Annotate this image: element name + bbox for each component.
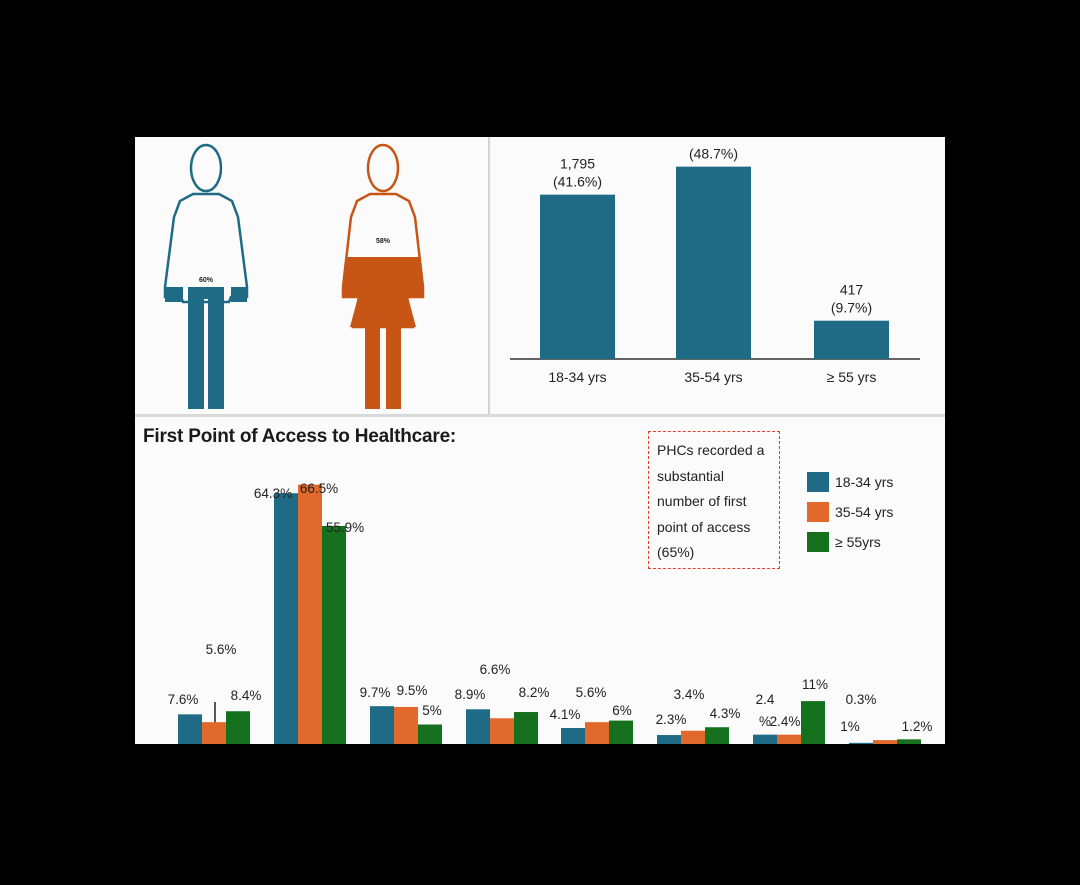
legend-label: 35-54 yrs: [835, 504, 894, 520]
annotation-line: (65%): [657, 544, 695, 560]
bar-≥ 55yrs-group-2: [322, 525, 346, 744]
bar-35-54 yrs: [676, 166, 751, 359]
bar-35-54 yrs-group-1: [202, 722, 226, 744]
data-label: 4.1%: [550, 707, 581, 722]
infographic-frame: 60% 58% 1,795 (41.6%) 18-34 yrs (48.7%) 35-5…: [135, 137, 945, 744]
legend-item-35-54: 35-54 yrs: [807, 497, 893, 527]
data-label: 3.4%: [674, 687, 705, 702]
x-tick-label: 18-34 yrs: [548, 369, 606, 385]
bar-≥ 55yrs-group-4: [514, 712, 538, 744]
bar-data-label: 1,795: [560, 156, 595, 172]
gender-figures-panel: 60% 58%: [135, 137, 490, 414]
data-label: 2.3%: [656, 712, 687, 727]
legend-swatch: [807, 472, 829, 492]
annotation-line: point of access: [657, 518, 751, 535]
data-label: 2.4: [756, 692, 775, 707]
bar-18-34 yrs-group-4: [466, 709, 490, 744]
female-figure-icon: 58%: [341, 143, 425, 409]
data-label: 1%: [840, 719, 860, 734]
female-percent-label: 58%: [376, 238, 391, 245]
panel-divider: [135, 414, 945, 417]
age-distribution-panel: 1,795 (41.6%) 18-34 yrs (48.7%) 35-54 yrs 417…: [491, 137, 945, 414]
data-label: 0.3%: [846, 692, 877, 707]
data-label: 5%: [422, 703, 442, 718]
chart-legend: 18-34 yrs 35-54 yrs ≥ 55yrs: [807, 467, 893, 557]
data-label: 11%: [802, 677, 828, 692]
data-label: 4.3%: [710, 706, 741, 721]
bar-18-34 yrs-group-2: [274, 493, 298, 744]
legend-swatch: [807, 502, 829, 522]
legend-swatch: [807, 532, 829, 552]
x-tick-label: 35-54 yrs: [684, 369, 742, 385]
legend-label: 18-34 yrs: [835, 474, 894, 490]
phc-annotation-box: PHCs recorded a substantial number of fi…: [648, 431, 780, 569]
data-label: 5.6%: [576, 685, 607, 700]
data-label: 6.6%: [480, 662, 511, 677]
annotation-line: substantial: [657, 467, 724, 484]
bar-data-label: (48.7%): [689, 146, 738, 162]
age-distribution-chart: 1,795 (41.6%) 18-34 yrs (48.7%) 35-54 yrs 417…: [510, 146, 920, 385]
gender-figures: 60% 58%: [163, 143, 425, 409]
bar-35-54 yrs-group-6: [681, 730, 705, 744]
bar-≥ 55yrs-group-8: [897, 739, 921, 744]
bar-≥ 55yrs-group-3: [418, 724, 442, 744]
data-label: 9.5%: [397, 683, 428, 698]
data-label: 55.9%: [326, 520, 364, 535]
data-label: 7.6%: [168, 692, 199, 707]
data-label: 8.2%: [519, 685, 550, 700]
bar-≥ 55yrs-group-1: [226, 711, 250, 744]
legend-label: ≥ 55yrs: [835, 534, 881, 550]
chart-title: First Point of Access to Healthcare:: [143, 426, 457, 447]
bar-≥ 55yrs-group-6: [705, 727, 729, 744]
annotation-line: PHCs recorded a: [657, 442, 765, 458]
data-label: 9.7%: [360, 685, 391, 700]
legend-item-18-34: 18-34 yrs: [807, 467, 893, 497]
data-label: 5.6%: [206, 642, 237, 657]
bar-35-54 yrs-group-3: [394, 706, 418, 744]
bar-≥ 55yrs-group-7: [801, 701, 825, 744]
bar-18-34 yrs-group-1: [178, 714, 202, 744]
first-access-panel: First Point of Access to Healthcare: 7.6…: [135, 417, 945, 744]
male-percent-label: 60%: [199, 277, 214, 284]
data-label: 6%: [612, 703, 632, 718]
bar-35-54 yrs-group-4: [490, 718, 514, 744]
bar-data-label: (41.6%): [553, 174, 602, 190]
x-tick-label: ≥ 55 yrs: [827, 369, 877, 385]
bar-18-34 yrs-group-8: [849, 742, 873, 744]
data-label: 8.9%: [455, 687, 486, 702]
bar-35-54 yrs-group-2: [298, 484, 322, 744]
bar-data-label: (9.7%): [831, 300, 872, 316]
bar-35-54 yrs-group-7: [777, 734, 801, 744]
data-label: 64.3%: [254, 486, 292, 501]
bar-18-34 yrs-group-5: [561, 728, 585, 744]
bar-≥ 55yrs-group-5: [609, 720, 633, 744]
male-figure-icon: 60%: [163, 143, 249, 409]
bar-35-54 yrs-group-8: [873, 740, 897, 744]
bar-18-34 yrs-group-6: [657, 735, 681, 744]
legend-item-55-plus: ≥ 55yrs: [807, 527, 893, 557]
annotation-line: number of first: [657, 493, 747, 509]
data-label: 1.2%: [902, 719, 933, 734]
bar-18-34 yrs: [540, 194, 615, 359]
bar-18-34 yrs-group-3: [370, 706, 394, 744]
data-label: 8.4%: [231, 688, 262, 703]
bar-35-54 yrs-group-5: [585, 722, 609, 744]
bar-18-34 yrs-group-7: [753, 734, 777, 744]
first-access-chart: 7.6% 64.3% 9.7% 8.9% 4.1% 2.3% 2.4% 0.3% 5.6% 66.…: [168, 481, 933, 744]
data-label: %: [759, 714, 771, 729]
bar-≥ 55 yrs: [814, 320, 889, 359]
data-label: 66.5%: [300, 481, 338, 496]
bar-data-label: 417: [840, 282, 864, 298]
data-label: 2.4%: [770, 714, 801, 729]
